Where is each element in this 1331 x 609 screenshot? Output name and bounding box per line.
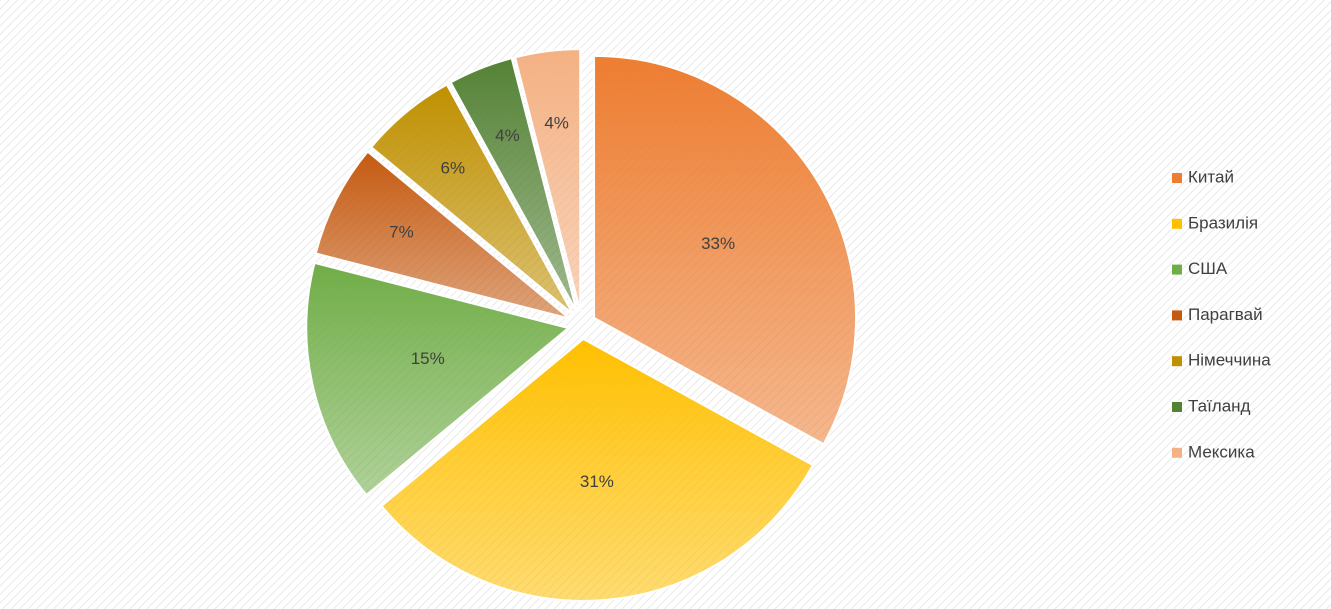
pie-slice <box>593 54 858 446</box>
data-label: 15% <box>411 349 445 368</box>
pie-slice <box>314 150 571 320</box>
legend-swatch <box>1172 402 1182 412</box>
data-label: 31% <box>580 472 614 491</box>
legend-swatch <box>1172 264 1182 275</box>
data-label: 33% <box>701 234 735 253</box>
legend-swatch <box>1172 173 1182 183</box>
legend-label: США <box>1188 259 1228 278</box>
data-label: 6% <box>441 158 466 177</box>
pie-slice <box>369 83 574 315</box>
legend-label: Парагвай <box>1188 305 1263 324</box>
pie-slice <box>305 261 571 497</box>
pie-slice <box>449 56 578 313</box>
pie-slice <box>513 48 582 312</box>
data-label: 4% <box>544 113 569 132</box>
legend-swatch <box>1172 310 1182 321</box>
legend-swatch <box>1172 447 1182 458</box>
data-label: 7% <box>389 222 414 241</box>
data-label: 4% <box>495 126 520 145</box>
legend-swatch <box>1172 218 1182 229</box>
legend-label: Німеччина <box>1188 351 1271 370</box>
legend-swatch <box>1172 356 1182 367</box>
pie-slice <box>380 337 815 602</box>
legend-label: Китай <box>1188 167 1234 186</box>
legend-label: Бразилія <box>1188 213 1258 232</box>
legend-label: Таїланд <box>1188 396 1251 415</box>
legend-label: Мексика <box>1188 442 1255 461</box>
